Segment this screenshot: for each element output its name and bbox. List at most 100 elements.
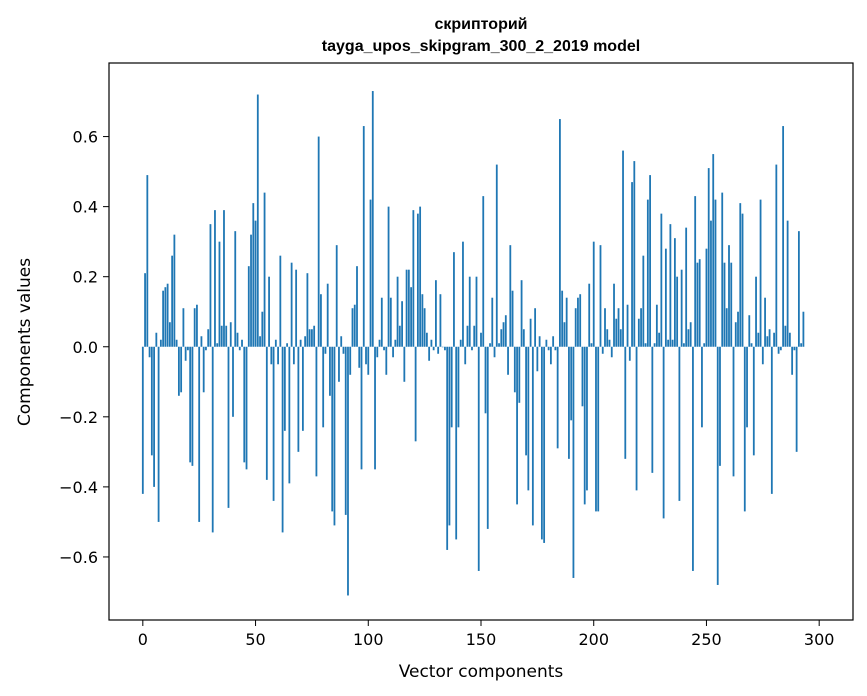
bar bbox=[651, 346, 654, 473]
bar bbox=[642, 255, 645, 347]
bar bbox=[730, 262, 733, 347]
bar bbox=[755, 276, 757, 347]
bar bbox=[707, 168, 710, 347]
bar bbox=[676, 276, 679, 347]
bar bbox=[529, 318, 532, 347]
bar bbox=[453, 252, 455, 347]
bar bbox=[232, 346, 234, 417]
bar bbox=[218, 241, 221, 347]
bar bbox=[728, 245, 730, 347]
x-tick-label: 300 bbox=[804, 630, 835, 649]
bar bbox=[383, 346, 385, 351]
bar bbox=[739, 203, 742, 347]
y-tick-label: −0.6 bbox=[59, 548, 98, 567]
bar bbox=[268, 276, 270, 347]
bar bbox=[340, 336, 343, 347]
bar bbox=[189, 346, 192, 463]
bar bbox=[421, 294, 424, 347]
bar bbox=[444, 346, 446, 351]
bar bbox=[184, 346, 187, 361]
bar bbox=[491, 297, 494, 347]
bar bbox=[259, 336, 261, 347]
bar bbox=[734, 322, 737, 347]
bar bbox=[658, 332, 661, 347]
bar bbox=[610, 346, 613, 358]
bar bbox=[360, 346, 363, 470]
bar bbox=[660, 213, 663, 347]
bar bbox=[545, 339, 548, 347]
x-tick-label: 100 bbox=[353, 630, 384, 649]
bar bbox=[464, 346, 467, 365]
bar bbox=[615, 318, 618, 347]
bar bbox=[696, 262, 699, 347]
bar bbox=[655, 304, 658, 347]
bar bbox=[441, 346, 444, 348]
bar bbox=[299, 339, 302, 347]
bar bbox=[649, 175, 651, 347]
bar bbox=[750, 343, 753, 347]
bar bbox=[635, 346, 638, 491]
bar bbox=[387, 206, 390, 347]
bar bbox=[588, 283, 591, 347]
bar bbox=[376, 346, 379, 358]
bar bbox=[396, 276, 399, 347]
y-axis-ticks: −0.6 −0.4 −0.2 0.0 0.2 0.4 0.6 bbox=[59, 128, 109, 567]
bar bbox=[193, 308, 196, 347]
bar bbox=[800, 343, 803, 347]
bars-group bbox=[141, 91, 805, 596]
bar bbox=[671, 339, 674, 347]
bar bbox=[495, 164, 498, 347]
bar bbox=[315, 346, 318, 477]
y-tick-label: 0.4 bbox=[73, 198, 98, 217]
bar bbox=[486, 346, 489, 529]
bar bbox=[531, 346, 534, 526]
bar bbox=[712, 154, 715, 347]
bar bbox=[365, 346, 367, 365]
bar bbox=[435, 280, 437, 347]
bar bbox=[761, 346, 764, 365]
bar bbox=[577, 297, 579, 347]
bar bbox=[590, 343, 593, 347]
chart-title-line2: tayga_upos_skipgram_300_2_2019 model bbox=[322, 38, 640, 55]
bar bbox=[419, 206, 422, 347]
bar bbox=[565, 297, 568, 347]
bar bbox=[538, 336, 541, 347]
bar bbox=[581, 346, 584, 407]
bar bbox=[694, 196, 697, 347]
bar bbox=[552, 336, 555, 347]
bar bbox=[473, 325, 476, 347]
bar bbox=[313, 325, 316, 347]
bar bbox=[475, 276, 478, 347]
bar bbox=[407, 269, 410, 347]
bar bbox=[457, 346, 460, 428]
bar bbox=[403, 346, 406, 382]
bar bbox=[459, 339, 462, 347]
plot-frame bbox=[108, 62, 854, 621]
bar bbox=[274, 339, 277, 347]
x-tick-label: 200 bbox=[578, 630, 609, 649]
bar bbox=[290, 262, 293, 347]
bar bbox=[265, 346, 268, 480]
bar bbox=[153, 346, 155, 487]
bar bbox=[144, 273, 146, 347]
bar bbox=[236, 332, 239, 347]
bar bbox=[507, 346, 509, 375]
bar bbox=[326, 283, 329, 347]
bar bbox=[311, 329, 313, 347]
bar bbox=[518, 346, 521, 403]
bar bbox=[380, 297, 383, 347]
bar bbox=[522, 329, 525, 347]
bar bbox=[782, 126, 785, 347]
bar bbox=[757, 332, 760, 347]
bar bbox=[797, 231, 800, 347]
bar bbox=[502, 322, 505, 347]
bar bbox=[394, 339, 397, 347]
bar bbox=[795, 346, 798, 452]
bar bbox=[599, 245, 602, 347]
bar bbox=[547, 346, 550, 351]
bar bbox=[678, 346, 681, 501]
bar bbox=[351, 308, 354, 347]
bar bbox=[173, 234, 176, 347]
bar bbox=[613, 283, 615, 347]
